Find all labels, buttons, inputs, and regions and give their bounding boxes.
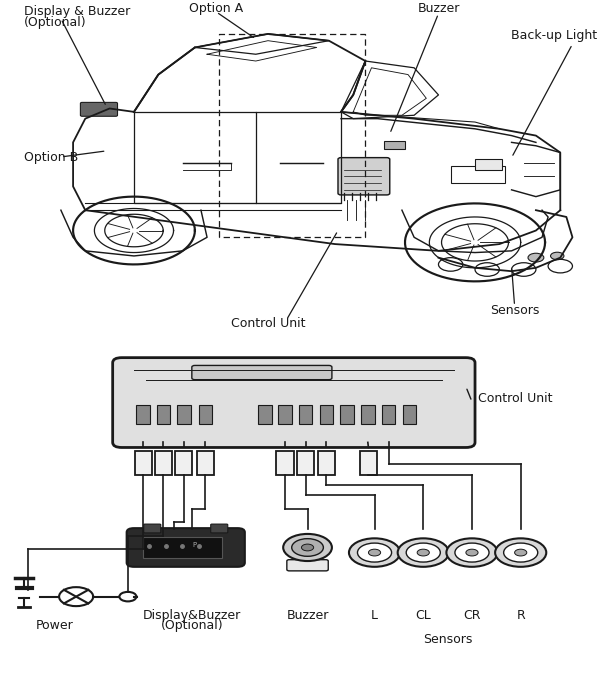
Circle shape [368, 549, 381, 556]
Text: (Optional): (Optional) [24, 16, 87, 28]
Bar [299, 405, 312, 424]
Circle shape [455, 543, 489, 562]
Bar [318, 451, 335, 475]
Bar [258, 405, 272, 424]
Circle shape [466, 549, 478, 556]
Text: Option A: Option A [189, 2, 243, 15]
Text: Option B: Option B [24, 151, 79, 164]
Text: R: R [516, 609, 525, 622]
Text: P: P [193, 542, 197, 549]
Bar [451, 166, 505, 183]
Bar [177, 405, 191, 424]
Text: Display&Buzzer: Display&Buzzer [143, 609, 241, 622]
FancyBboxPatch shape [287, 560, 328, 571]
Bar [297, 451, 314, 475]
Text: CL: CL [415, 609, 431, 622]
Circle shape [119, 592, 136, 601]
Circle shape [398, 538, 449, 567]
Text: Sensors: Sensors [490, 304, 540, 317]
Circle shape [406, 543, 440, 562]
Bar [136, 405, 150, 424]
Circle shape [528, 254, 544, 262]
Bar [340, 405, 354, 424]
FancyBboxPatch shape [113, 358, 475, 447]
Text: Buzzer: Buzzer [286, 609, 329, 622]
Bar [382, 405, 395, 424]
Text: L: L [371, 609, 378, 622]
Bar [320, 405, 333, 424]
Circle shape [349, 538, 400, 567]
Circle shape [504, 543, 538, 562]
Bar [197, 451, 214, 475]
Bar [175, 451, 192, 475]
FancyBboxPatch shape [211, 524, 228, 533]
Circle shape [357, 543, 392, 562]
Bar [403, 405, 416, 424]
Bar [475, 159, 502, 170]
Bar [384, 140, 405, 149]
FancyBboxPatch shape [80, 102, 118, 117]
Text: Control Unit: Control Unit [478, 392, 552, 405]
Text: CR: CR [463, 609, 481, 622]
Circle shape [301, 544, 314, 551]
Text: Display & Buzzer: Display & Buzzer [24, 5, 130, 18]
Text: Power: Power [36, 619, 74, 632]
Text: Control Unit: Control Unit [231, 317, 305, 330]
FancyBboxPatch shape [192, 365, 332, 380]
Text: Sensors: Sensors [423, 633, 473, 645]
Bar [276, 451, 294, 475]
Bar [278, 405, 292, 424]
Circle shape [446, 538, 498, 567]
Bar [155, 451, 172, 475]
Bar [199, 405, 212, 424]
Bar [135, 451, 152, 475]
Bar [143, 537, 222, 557]
Circle shape [283, 534, 332, 561]
Bar [157, 405, 170, 424]
Circle shape [292, 538, 323, 556]
Bar [360, 451, 377, 475]
Circle shape [551, 252, 564, 260]
Circle shape [515, 549, 527, 556]
FancyBboxPatch shape [127, 528, 245, 567]
Text: Back-up Light: Back-up Light [511, 29, 597, 42]
Bar [361, 405, 375, 424]
Circle shape [417, 549, 429, 556]
Text: Buzzer: Buzzer [417, 2, 460, 15]
FancyBboxPatch shape [338, 158, 390, 195]
FancyBboxPatch shape [144, 524, 161, 533]
Circle shape [495, 538, 546, 567]
Text: (Optional): (Optional) [161, 619, 223, 632]
